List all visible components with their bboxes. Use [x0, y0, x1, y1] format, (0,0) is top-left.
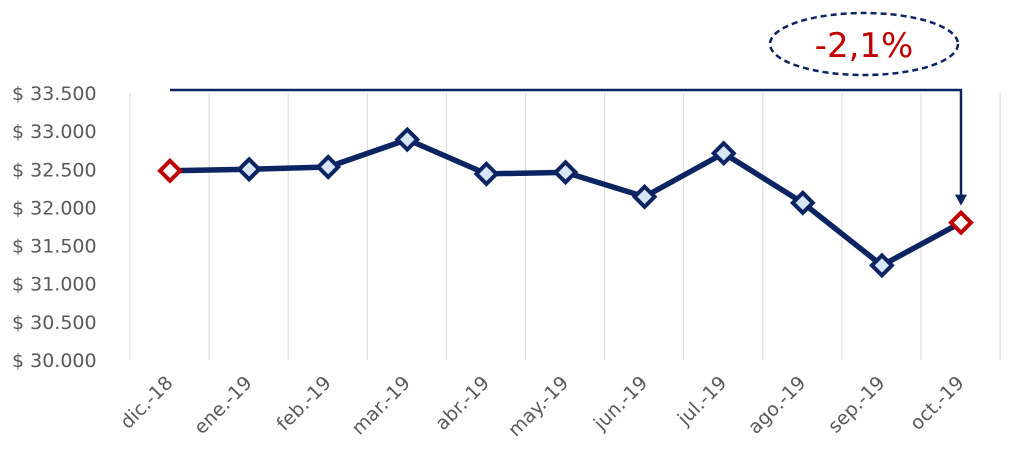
- y-tick-label: $ 33.000: [12, 121, 97, 143]
- x-tick-label: abr.-19: [431, 372, 494, 435]
- data-point: [552, 159, 579, 186]
- x-tick-label: ago.-19: [744, 372, 811, 439]
- data-point: [789, 190, 816, 216]
- data-point: [710, 140, 737, 167]
- bracket-line: [170, 88, 963, 197]
- annotation-ellipse: [768, 11, 960, 77]
- y-tick-label: $ 30.000: [12, 350, 97, 372]
- x-tick-label: sep.-19: [824, 372, 890, 438]
- x-tick-label: ene.-19: [190, 372, 257, 439]
- bracket-arrowhead: [955, 194, 967, 206]
- y-tick-label: $ 30.500: [12, 312, 97, 334]
- x-axis: dic.-18 ene.-19 feb.-19 mar.-19 abr.-19 may.-…: [116, 372, 968, 441]
- change-bracket: [170, 88, 967, 206]
- x-tick-label: oct.-19: [906, 372, 969, 435]
- x-tick-label: jun.-19: [589, 372, 652, 435]
- data-points: [157, 126, 974, 279]
- data-point: [315, 154, 342, 180]
- data-point: [473, 161, 500, 187]
- data-point: [869, 252, 895, 279]
- y-tick-label: $ 32.500: [12, 159, 97, 181]
- highlighted-data-point: [157, 157, 183, 184]
- data-point: [631, 183, 658, 210]
- annotation-label: -2,1%: [815, 26, 914, 66]
- y-tick-label: $ 32.000: [12, 197, 97, 219]
- grid-lines: [129, 93, 1001, 360]
- x-tick-label: jul.-19: [673, 372, 731, 430]
- change-annotation: -2,1%: [768, 11, 960, 77]
- y-tick-label: $ 33.500: [12, 83, 97, 105]
- x-tick-label: dic.-18: [116, 372, 177, 433]
- highlighted-data-point: [948, 209, 974, 236]
- data-point: [394, 126, 421, 153]
- x-tick-label: feb.-19: [272, 372, 335, 435]
- x-tick-label: may.-19: [504, 372, 573, 441]
- data-point: [236, 156, 262, 183]
- y-axis: $ 30.000 $ 30.500 $ 31.000 $ 31.500 $ 32.000…: [12, 83, 97, 372]
- y-tick-label: $ 31.500: [12, 236, 97, 258]
- y-tick-label: $ 31.000: [12, 274, 97, 296]
- x-tick-label: mar.-19: [347, 372, 414, 439]
